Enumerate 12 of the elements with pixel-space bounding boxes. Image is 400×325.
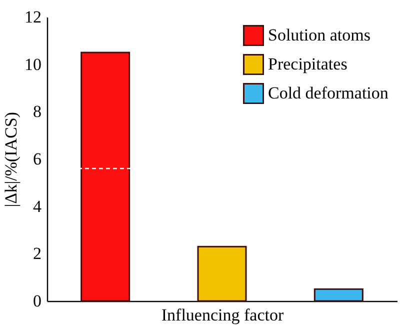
- y-tick-label: 4: [33, 196, 42, 216]
- y-tick-label: 2: [33, 244, 42, 264]
- x-axis-title: Influencing factor: [161, 306, 284, 324]
- y-tick-label: 8: [33, 102, 42, 122]
- y-tick-label: 6: [33, 150, 42, 168]
- legend-label: Precipitates: [268, 54, 348, 74]
- legend-label: Solution atoms: [268, 26, 370, 44]
- y-tick-label: 10: [24, 54, 42, 74]
- y-tick-label: 0: [33, 292, 42, 310]
- y-axis-title: |Δk|/%(IACS): [2, 112, 20, 208]
- legend-label: Cold deformation: [268, 84, 389, 102]
- y-tick-label: 12: [24, 8, 42, 26]
